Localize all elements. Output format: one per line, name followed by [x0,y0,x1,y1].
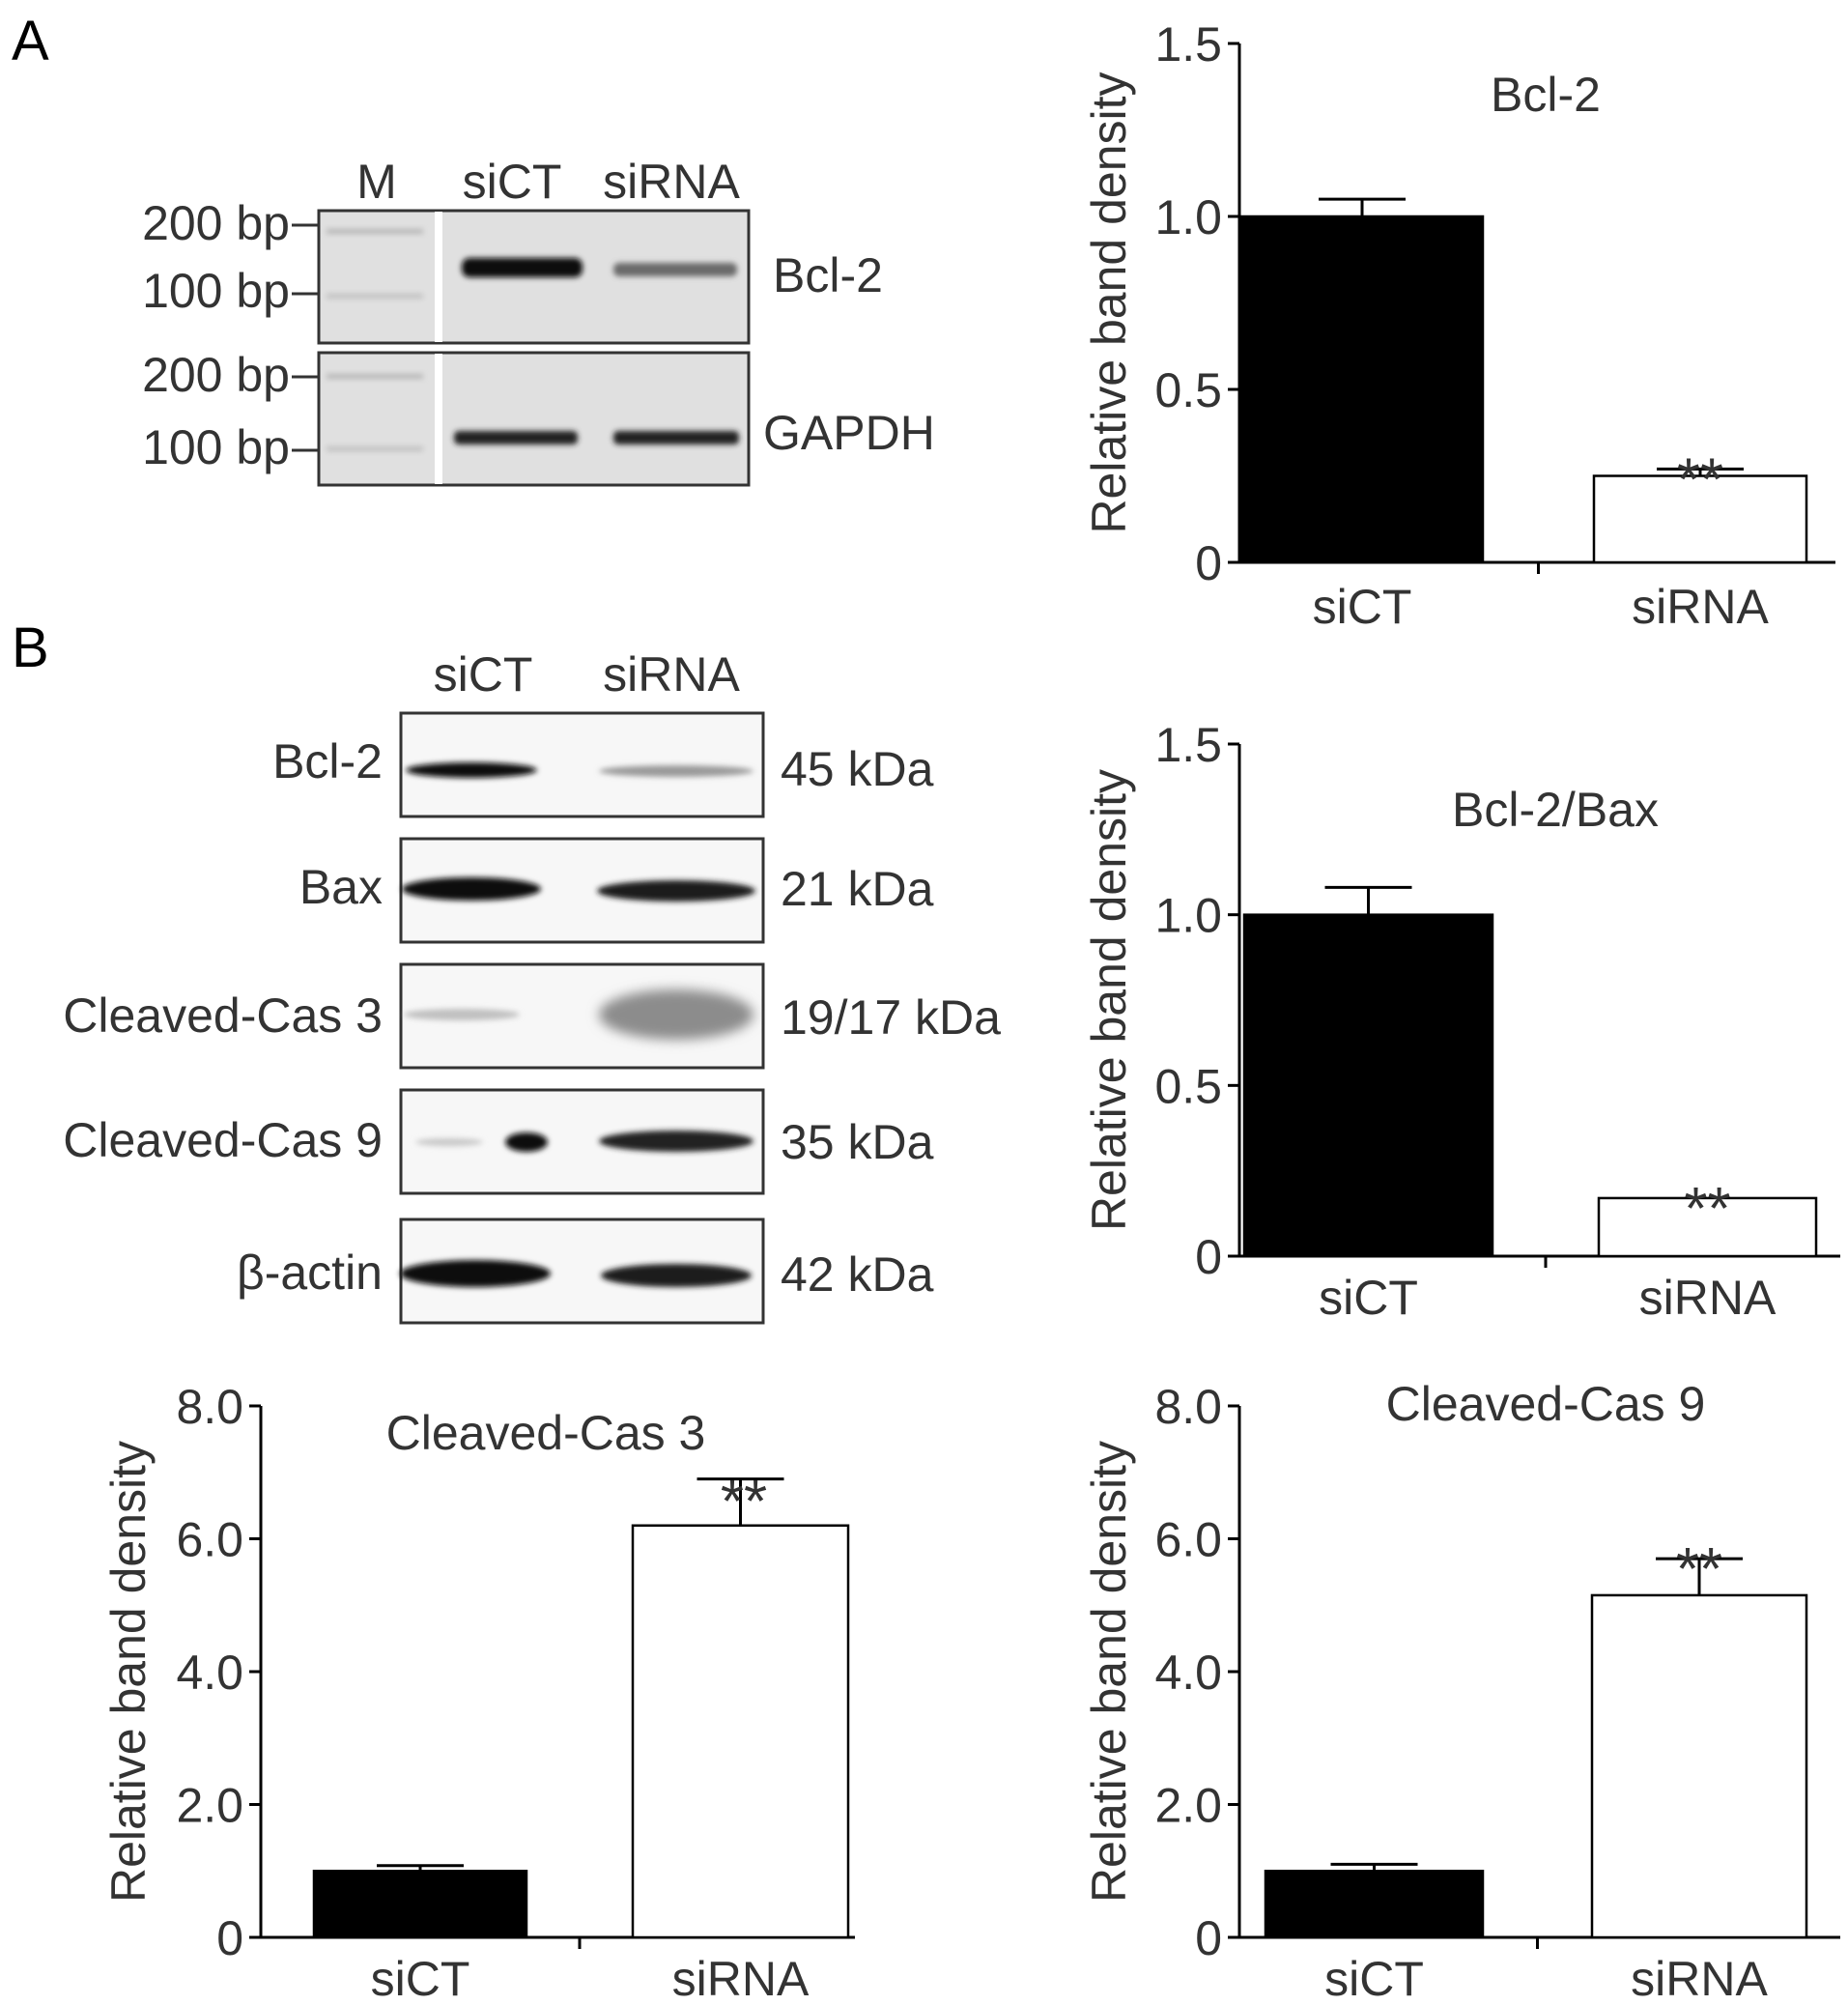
blot-band [599,765,753,777]
y-tick-label: 1.5 [1154,17,1222,72]
bar-chart-cleaved-cas3: 0 2.0 4.0 6.0 8.0 Relative band density Cleave… [101,1380,855,2005]
pcr-gel: M siCT siRNA 200 bp 100 bp Bcl-2 200 bp … [142,155,935,487]
blot-band [415,1138,483,1146]
significance-marker: ** [1677,446,1723,513]
y-axis-title: Relative band density [1082,769,1136,1231]
blot-lane-label-sirna: siRNA [603,647,740,702]
blot-lane-label-sict: siCT [434,647,533,702]
gel-ladder-label-200: 200 bp [142,196,290,250]
chart-title: Cleaved-Cas 9 [1386,1377,1706,1431]
gel-band-gapdh-sict [454,431,578,444]
y-tick-label: 2.0 [1154,1779,1222,1833]
blot-protein-label-cas9: Cleaved-Cas 9 [63,1113,383,1167]
gel-target-label-bcl2: Bcl-2 [773,248,883,302]
chart-title: Bcl-2 [1491,68,1601,122]
gel-block-gapdh [317,351,751,487]
blot-band [597,880,755,902]
blot-size-label-42: 42 kDa [781,1247,934,1302]
y-tick-label: 1.0 [1154,889,1222,943]
panel-label-a: A [12,10,49,72]
gel-ladder-band [327,229,423,234]
x-tick-label: siRNA [1631,1952,1768,2005]
bar-chart-bcl2: 0 0.5 1.0 1.5 Relative band density Bcl-2 siCT… [1082,17,1835,634]
x-tick-label: siCT [1319,1271,1418,1325]
gel-ladder-label-200: 200 bp [142,348,290,402]
x-tick-label: siRNA [1632,580,1769,634]
y-axis-title: Relative band density [1082,72,1136,533]
gel-ladder-label-100: 100 bp [142,420,290,474]
gel-lane-label-m: M [356,155,397,209]
blot-band [599,1131,753,1152]
gel-ladder-label-100: 100 bp [142,264,290,318]
blot-size-label-21: 21 kDa [781,862,934,916]
bar [1592,474,1808,564]
panel-label-b: B [12,616,49,679]
x-tick-label: siRNA [672,1952,810,2005]
x-tick-label: siRNA [1639,1271,1777,1325]
blot-band [601,1264,752,1287]
y-tick-label: 0 [1195,1911,1222,1965]
bar [1264,1870,1485,1939]
bar [631,1524,850,1939]
blot-band [406,762,537,778]
y-tick-label: 4.0 [1154,1646,1222,1700]
gel-lane-label-sirna: siRNA [603,155,740,209]
significance-marker: ** [721,1469,767,1535]
x-tick-label: siCT [1324,1952,1424,2005]
y-tick-label: 0 [1195,536,1222,590]
y-tick-label: 0 [1195,1230,1222,1284]
gel-ladder-band [327,446,423,451]
blot-protein-label-bax: Bax [299,860,383,914]
bar [312,1870,528,1939]
bar-chart-cleaved-cas9: 0 2.0 4.0 6.0 8.0 Relative band density Cleave… [1082,1377,1840,2005]
gel-band-gapdh-sirna [613,431,739,444]
gel-ladder-band [327,374,423,379]
y-tick-label: 1.5 [1154,718,1222,772]
blot-band [402,877,541,901]
y-tick-label: 0.5 [1154,363,1222,417]
significance-marker: ** [1676,1536,1722,1603]
gel-lane-label-sict: siCT [463,155,562,209]
gel-band-bcl2-sict [462,258,583,277]
gel-ladder-band [327,294,423,299]
y-tick-label: 4.0 [176,1646,243,1700]
gel-band-bcl2-sirna [613,263,737,276]
y-tick-label: 8.0 [176,1380,243,1434]
x-tick-label: siCT [1313,580,1412,634]
x-tick-label: siCT [371,1952,470,2005]
bar [1597,1196,1818,1258]
y-tick-label: 0.5 [1154,1059,1222,1113]
y-tick-label: 0 [216,1911,243,1965]
blot-size-label-35: 35 kDa [781,1115,934,1169]
bar [1242,913,1494,1258]
blot-band [505,1132,548,1152]
blot-protein-label-bcl2: Bcl-2 [272,734,383,788]
y-axis-title: Relative band density [1082,1441,1136,1903]
gel-target-label-gapdh: GAPDH [763,406,935,460]
chart-title: Bcl-2/Bax [1452,783,1659,837]
y-tick-label: 6.0 [176,1513,243,1567]
blot-band [404,1009,520,1020]
blot-protein-label-cas3: Cleaved-Cas 3 [63,988,383,1043]
y-tick-label: 8.0 [1154,1380,1222,1434]
blot-size-label-19-17: 19/17 kDa [781,990,1001,1045]
western-blot: siCT siRNA Bcl-2 45 kDa Bax 21 kDa Cleav… [63,647,1001,1325]
y-axis-title: Relative band density [101,1441,156,1903]
y-tick-label: 1.0 [1154,190,1222,244]
chart-title: Cleaved-Cas 3 [386,1406,706,1460]
bar [1590,1593,1808,1939]
bar [1239,215,1485,564]
blot-band [400,1260,551,1287]
blot-band [599,989,753,1040]
blot-protein-label-actin: β-actin [237,1246,383,1300]
blot-size-label-45: 45 kDa [781,742,934,796]
y-tick-label: 2.0 [176,1779,243,1833]
bar-chart-bcl2-bax: 0 0.5 1.0 1.5 Relative band density Bcl-2/Bax… [1082,718,1840,1325]
y-tick-label: 6.0 [1154,1513,1222,1567]
significance-marker: ** [1684,1176,1730,1243]
